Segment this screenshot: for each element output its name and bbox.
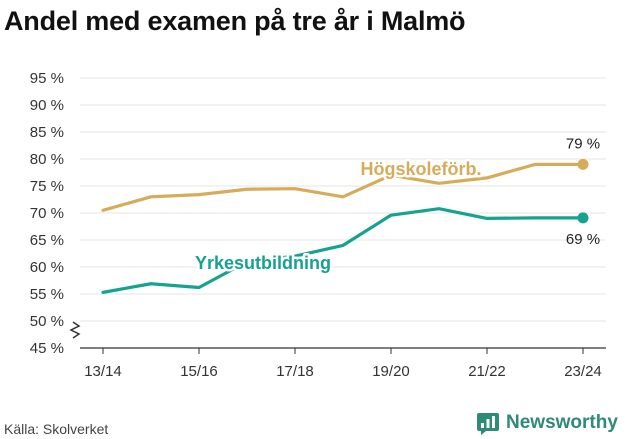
gridlines [80, 77, 606, 322]
y-tick-label: 45 % [30, 340, 64, 357]
y-tick-label: 85 % [30, 124, 64, 141]
axis-break-icon [69, 321, 81, 339]
series-line-2 [101, 207, 585, 294]
brand-logo: Newsworthy [476, 409, 618, 437]
chart-title: Andel med examen på tre år i Malmö [4, 6, 466, 36]
y-tick-label: 50 % [30, 313, 64, 330]
end-value-label: 79 % [566, 135, 600, 152]
y-tick-label: 90 % [30, 97, 64, 114]
series-lines [101, 158, 589, 294]
x-axis [69, 321, 606, 349]
y-tick-label: 60 % [30, 259, 64, 276]
y-tick-label: 80 % [30, 151, 64, 168]
x-tick-label: 21/22 [468, 363, 506, 380]
y-tick-label: 65 % [30, 232, 64, 249]
end-point-1 [577, 158, 589, 170]
line-chart: 45 % 50 % 55 % 60 % 65 % 70 % 75 % 80 % 85 % 90 %… [30, 70, 606, 380]
y-tick-label: 70 % [30, 205, 64, 222]
brand-name: Newsworthy [506, 412, 618, 433]
series-labels: 79 % Högskoleförb. 69 % Yrkesutbildning [192, 135, 600, 275]
x-tick-label: 23/24 [564, 363, 602, 380]
series-line-1 [101, 162, 585, 212]
x-tick-label: 17/18 [276, 363, 314, 380]
y-tick-label: 75 % [30, 178, 64, 195]
x-tick-label: 13/14 [84, 363, 122, 380]
y-tick-label: 95 % [30, 70, 64, 87]
x-axis-ticks: 13/14 15/16 17/18 19/20 21/22 23/24 [84, 348, 602, 380]
newsworthy-logo-icon [477, 413, 499, 435]
end-point-2 [577, 212, 589, 224]
end-value-label: 69 % [566, 231, 600, 248]
y-tick-label: 55 % [30, 286, 64, 303]
series-name-label: Yrkesutbildning [195, 253, 331, 273]
series-name-label: Högskoleförb. [360, 159, 481, 179]
y-axis-ticks: 45 % 50 % 55 % 60 % 65 % 70 % 75 % 80 % 85 % 90 %… [30, 70, 64, 357]
x-tick-label: 15/16 [180, 363, 218, 380]
x-tick-label: 19/20 [372, 363, 410, 380]
source-note: Källa: Skolverket [4, 421, 109, 437]
